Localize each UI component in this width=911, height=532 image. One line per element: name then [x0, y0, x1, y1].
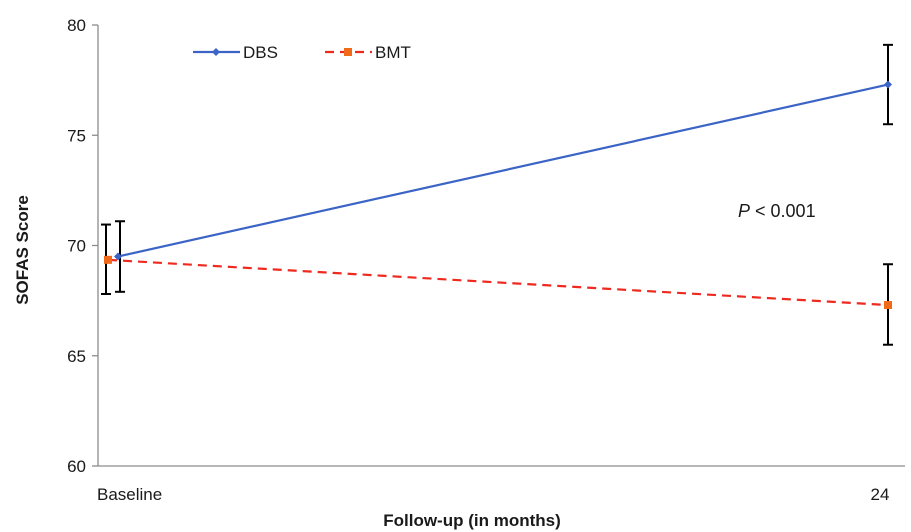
x-tick-label: Baseline — [97, 485, 162, 504]
legend-label-bmt: BMT — [375, 43, 411, 62]
y-tick-label: 65 — [67, 347, 86, 366]
y-tick-label: 60 — [67, 457, 86, 476]
p-value-annotation: P < 0.001 — [738, 201, 816, 221]
x-tick-label: 24 — [871, 485, 890, 504]
x-axis-title: Follow-up (in months) — [383, 511, 561, 530]
error-bars — [101, 43, 893, 346]
legend: DBS BMT — [193, 43, 411, 62]
data-point-bmt — [104, 255, 112, 264]
legend-label-dbs: DBS — [243, 43, 278, 62]
data-point-bmt — [884, 301, 892, 310]
series-line-dbs — [117, 83, 889, 258]
y-tick-label: 70 — [67, 237, 86, 256]
data-point-dbs — [114, 252, 122, 261]
data-point-dbs — [884, 80, 892, 89]
y-tick-label: 80 — [67, 16, 86, 35]
series-markers — [104, 80, 892, 310]
legend-marker-bmt — [344, 48, 352, 56]
y-tick-label: 75 — [67, 126, 86, 145]
series-lines — [107, 83, 889, 307]
axes: 60 65 70 75 80 Baseline 24 — [67, 16, 905, 504]
y-axis-title: SOFAS Score — [13, 195, 32, 305]
series-line-bmt — [107, 258, 889, 307]
legend-marker-dbs — [212, 48, 220, 56]
